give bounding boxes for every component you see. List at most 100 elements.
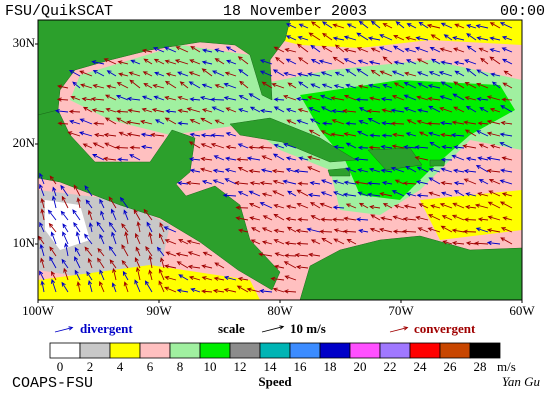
wind-arrow <box>355 217 369 222</box>
wind-arrow <box>143 208 153 221</box>
wind-arrow <box>200 133 213 138</box>
wind-arrow <box>331 108 345 114</box>
wind-arrow <box>84 185 93 197</box>
wind-arrow <box>273 106 285 113</box>
wind-arrow <box>79 118 93 125</box>
wind-arrow <box>38 183 45 197</box>
wind-arrow <box>283 261 297 269</box>
wind-arrow <box>200 143 213 149</box>
wind-arrow <box>428 214 441 221</box>
wind-arrow <box>308 129 321 137</box>
wind-arrow <box>489 36 501 41</box>
colorbar-swatch <box>349 342 381 359</box>
wind-arrow <box>500 105 513 113</box>
wind-arrow <box>452 93 465 101</box>
wind-arrow <box>343 180 357 185</box>
wind-arrow <box>441 215 453 221</box>
wind-arrow <box>332 191 345 197</box>
wind-arrow <box>320 130 333 137</box>
wind-arrow <box>334 71 345 77</box>
wind-arrow <box>121 259 129 269</box>
wind-arrow <box>39 270 45 281</box>
wind-arrow <box>418 21 429 29</box>
wind-arrow <box>298 81 309 89</box>
wind-arrow <box>271 168 285 174</box>
wind-arrow <box>186 107 201 113</box>
wind-arrow <box>237 228 249 233</box>
wind-arrow <box>189 168 201 173</box>
wind-arrow <box>367 36 381 41</box>
wind-arrow <box>394 179 405 185</box>
wind-arrow <box>454 70 465 77</box>
wind-arrow <box>119 196 129 209</box>
wind-arrow <box>237 56 249 65</box>
wind-arrow <box>49 256 57 269</box>
wind-arrow <box>261 325 285 333</box>
wind-arrow <box>503 70 513 77</box>
wind-arrow <box>285 108 297 113</box>
wind-arrow <box>440 180 453 186</box>
wind-arrow <box>358 107 369 113</box>
wind-arrow <box>118 131 129 137</box>
wind-arrow <box>238 108 249 113</box>
wind-arrow <box>128 71 141 77</box>
colorbar-tick: 4 <box>117 359 124 374</box>
wind-arrow <box>140 119 153 125</box>
wind-arrow <box>366 192 381 197</box>
wind-arrow <box>381 133 393 138</box>
wind-arrow <box>111 231 117 245</box>
legend: divergent scale 10 m/s convergent m/s Sp… <box>12 321 540 392</box>
wind-arrow <box>369 96 381 101</box>
wind-arrow <box>260 168 273 173</box>
wind-arrow <box>333 84 345 89</box>
wind-arrow <box>109 259 117 269</box>
wind-arrow <box>235 205 249 210</box>
wind-arrow <box>190 288 201 293</box>
wind-arrow <box>489 48 501 53</box>
wind-arrow <box>110 208 117 221</box>
wind-arrow <box>190 46 201 53</box>
wind-arrow <box>246 287 261 293</box>
wind-arrow <box>214 58 225 65</box>
colorbar-swatch <box>469 342 501 359</box>
wind-arrow <box>189 59 201 65</box>
wind-arrow <box>143 82 153 89</box>
wind-arrow <box>153 58 165 65</box>
wind-arrow <box>439 121 453 126</box>
wind-arrow <box>68 69 81 77</box>
wind-arrow <box>177 95 189 101</box>
speed-zone <box>420 190 522 240</box>
wind-arrow <box>201 83 213 89</box>
wind-arrow <box>330 132 345 137</box>
wind-arrow <box>451 214 465 221</box>
wind-arrow <box>370 69 381 77</box>
wind-arrow <box>104 117 117 125</box>
wind-arrow <box>64 242 69 257</box>
wind-arrow <box>188 157 201 162</box>
wind-arrow <box>382 83 393 89</box>
wind-arrow <box>68 109 81 114</box>
wind-arrow <box>453 181 465 186</box>
wind-arrow <box>223 275 237 281</box>
wind-arrow <box>295 264 309 270</box>
wind-arrow <box>499 179 513 185</box>
wind-arrow <box>99 198 105 209</box>
wind-arrow <box>310 21 321 29</box>
wind-arrow <box>153 95 165 101</box>
wind-arrow <box>105 107 117 113</box>
wind-arrow <box>331 217 345 222</box>
wind-arrow <box>200 117 213 125</box>
wind-arrow <box>477 156 489 161</box>
wind-arrow <box>402 216 417 222</box>
wind-arrow <box>126 120 141 125</box>
wind-arrow <box>346 239 357 245</box>
time-title: 00:00 <box>500 3 545 20</box>
wind-arrow <box>87 209 93 221</box>
wind-arrow <box>151 108 165 113</box>
wind-arrow <box>239 80 249 89</box>
wind-arrow <box>298 156 309 161</box>
wind-arrow <box>212 70 225 77</box>
wind-arrow <box>334 44 345 53</box>
wind-arrow <box>248 202 261 209</box>
wind-arrow <box>393 82 405 89</box>
